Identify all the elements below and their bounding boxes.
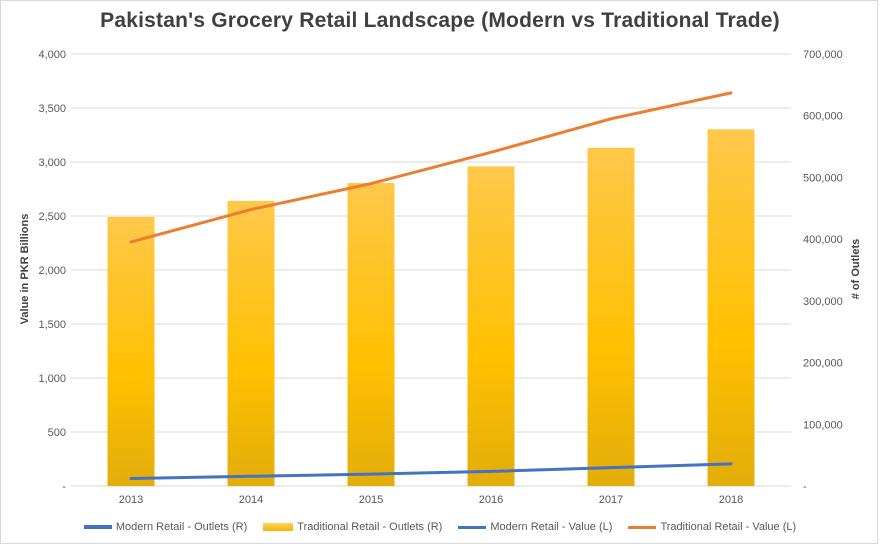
y-left-tick-label: - xyxy=(62,481,66,493)
bar-traditional-outlets xyxy=(587,147,635,486)
legend-swatch-traditional-outlets xyxy=(263,523,294,531)
y-left-tick-label: 1,500 xyxy=(38,319,66,331)
y-right-tick-label: 700,000 xyxy=(803,49,843,61)
legend-swatch-modern-value xyxy=(458,525,487,529)
legend-label-modern-value: Modern Retail - Value (L) xyxy=(490,521,613,533)
legend-swatch-traditional-value xyxy=(628,525,657,529)
legend-swatch-modern-outlets xyxy=(83,525,112,529)
y-left-tick-label: 1,000 xyxy=(38,373,66,385)
y-right-tick-label: 300,000 xyxy=(803,296,843,308)
y-axis-left-title: Value in PKR Billions xyxy=(19,214,31,325)
y-left-tick-label: 4,000 xyxy=(38,49,66,61)
x-tick-label: 2014 xyxy=(239,494,263,506)
x-tick-label: 2018 xyxy=(719,494,743,506)
bar-traditional-outlets xyxy=(347,182,395,487)
bar-traditional-outlets xyxy=(107,216,155,486)
y-right-tick-label: 400,000 xyxy=(803,234,843,246)
legend-label-traditional-outlets: Traditional Retail - Outlets (R) xyxy=(297,521,443,533)
legend-item-modern-value: Modern Retail - Value (L) xyxy=(458,521,612,533)
line-modern-value xyxy=(129,462,733,480)
x-tick-label: 2017 xyxy=(599,494,623,506)
y-right-tick-label: 100,000 xyxy=(803,419,843,431)
x-tick-label: 2013 xyxy=(119,494,143,506)
legend: Modern Retail - Outlets (R) Traditional … xyxy=(1,518,879,536)
y-left-tick-label: 3,500 xyxy=(38,103,66,115)
bar-traditional-outlets xyxy=(227,200,275,486)
legend-label-modern-outlets: Modern Retail - Outlets (R) xyxy=(115,521,248,533)
y-axis-right-title: # of Outlets xyxy=(850,239,862,300)
bar-traditional-outlets xyxy=(467,166,515,486)
x-tick-label: 2016 xyxy=(479,494,503,506)
legend-item-traditional-outlets: Traditional Retail - Outlets (R) xyxy=(263,521,442,533)
y-right-tick-label: 200,000 xyxy=(803,358,843,370)
y-right-tick-label: 500,000 xyxy=(803,172,843,184)
line-traditional-value xyxy=(129,91,733,244)
y-right-tick-label: 600,000 xyxy=(803,111,843,123)
legend-label-traditional-value: Traditional Retail - Value (L) xyxy=(660,521,797,533)
y-right-tick-label: - xyxy=(803,481,807,493)
y-left-tick-label: 3,000 xyxy=(38,157,66,169)
bar-traditional-outlets xyxy=(707,129,755,486)
y-left-tick-label: 2,000 xyxy=(38,265,66,277)
chart-title: Pakistan's Grocery Retail Landscape (Mod… xyxy=(100,9,780,32)
legend-item-modern-outlets: Modern Retail - Outlets (R) xyxy=(83,521,248,533)
y-left-tick-label: 500 xyxy=(48,427,66,439)
x-tick-label: 2015 xyxy=(359,494,383,506)
legend-item-traditional-value: Traditional Retail - Value (L) xyxy=(628,521,796,533)
y-left-tick-label: 2,500 xyxy=(38,211,66,223)
